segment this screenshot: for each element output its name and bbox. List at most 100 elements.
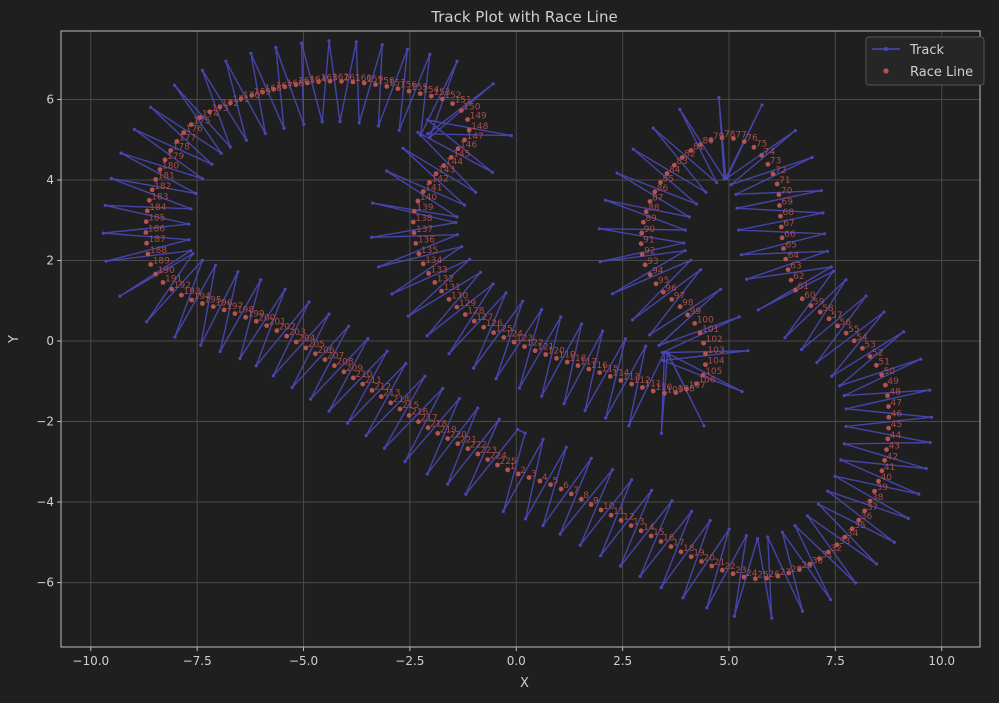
- race-line-point-label: 139: [416, 203, 433, 213]
- race-line-point-label: 100: [697, 315, 714, 325]
- track-point: [320, 120, 324, 124]
- race-line-point-label: 38: [872, 493, 884, 503]
- track-point: [218, 349, 222, 353]
- race-line-point-label: 203: [289, 328, 306, 338]
- race-line-point: [694, 381, 699, 387]
- race-line-point-label: 178: [173, 142, 190, 152]
- x-axis-ticks: −10.0 −7.5 −5.0 −2.5 0.0 2.5 5.0 7.5 10.0: [72, 647, 955, 668]
- race-line-point: [143, 230, 149, 235]
- race-line-point: [210, 304, 216, 309]
- race-line-point-label: 127: [476, 313, 493, 323]
- race-line-point-label: 125: [496, 325, 513, 335]
- track-point: [501, 509, 505, 514]
- x-tick-label: 0.0: [507, 654, 526, 668]
- race-line-point: [608, 512, 614, 518]
- legend-race-line-label: Race Line: [910, 65, 973, 80]
- race-line-point-label: 141: [425, 184, 442, 194]
- race-line-point: [817, 556, 822, 561]
- track-point: [397, 128, 401, 132]
- y-tick-label: −6: [36, 576, 54, 590]
- track-point: [924, 466, 928, 471]
- track-point: [354, 40, 358, 44]
- race-line-point: [217, 104, 223, 110]
- race-line-point: [271, 86, 277, 92]
- race-line-point-label: 130: [451, 291, 468, 301]
- race-line-point: [741, 574, 747, 580]
- track-point: [366, 337, 370, 341]
- race-line-point: [672, 162, 677, 168]
- race-line-point: [395, 86, 401, 92]
- race-line-point: [446, 296, 452, 302]
- race-line-point-label: 48: [890, 388, 902, 398]
- race-line-point: [826, 549, 831, 555]
- race-line-point: [415, 198, 421, 204]
- track-point: [825, 249, 830, 253]
- race-line-point: [153, 177, 159, 182]
- race-line-point: [548, 482, 553, 488]
- track-point: [274, 45, 278, 50]
- track-point: [735, 206, 739, 210]
- race-line-point: [197, 115, 203, 120]
- x-tick-label: 2.5: [613, 654, 632, 668]
- race-line-point: [445, 436, 451, 441]
- race-line-point-label: 108: [678, 385, 695, 395]
- track-point: [598, 260, 602, 264]
- race-line-point: [200, 301, 205, 306]
- race-line-point-label: 194: [194, 292, 211, 302]
- race-line-point: [145, 251, 151, 257]
- track-point: [494, 377, 498, 381]
- race-line-point: [458, 108, 464, 113]
- track-point: [902, 330, 906, 334]
- track-point: [219, 151, 223, 155]
- race-line-point-label: 49: [887, 377, 899, 387]
- track-point: [382, 446, 386, 450]
- race-line-point: [181, 130, 187, 136]
- race-line-point: [779, 235, 785, 241]
- track-point: [541, 437, 545, 442]
- track-point: [173, 83, 177, 87]
- race-line-point: [369, 388, 375, 393]
- race-line-point-label: 39: [877, 483, 889, 493]
- race-line-point-label: 185: [148, 214, 165, 224]
- race-line-point-label: 188: [150, 246, 167, 256]
- race-line-point: [522, 344, 527, 349]
- race-line-point: [647, 272, 653, 277]
- race-line-point: [673, 390, 679, 395]
- race-line-point: [253, 318, 259, 324]
- race-line-point: [454, 304, 460, 310]
- race-line-point: [835, 323, 840, 329]
- x-tick-label: 5.0: [719, 654, 738, 668]
- axes-frame: [60, 30, 981, 648]
- race-line-point-label: 181: [158, 172, 175, 182]
- race-line-point-label: 114: [612, 368, 629, 378]
- track-point: [702, 424, 706, 428]
- track-point: [704, 190, 708, 194]
- race-line-point-label: 201: [269, 318, 286, 328]
- race-line-point-label: 76: [746, 134, 758, 144]
- track-point: [419, 133, 423, 137]
- race-line-point: [788, 277, 794, 283]
- race-line-point-label: 169: [254, 87, 271, 97]
- race-line-point-label: 150: [463, 103, 480, 113]
- track-point: [929, 415, 934, 419]
- track-point: [578, 543, 582, 547]
- race-line-point: [169, 286, 175, 292]
- track-point: [770, 616, 774, 620]
- track-point: [831, 269, 835, 273]
- track-point: [760, 103, 764, 107]
- race-line-point: [765, 161, 771, 167]
- race-line-point-label: 64: [788, 251, 800, 261]
- race-line-point: [849, 526, 855, 532]
- track-point: [302, 122, 306, 126]
- track-point: [838, 384, 842, 388]
- track-point: [474, 190, 478, 194]
- race-line-point-label: 218: [430, 420, 447, 430]
- race-line-point: [751, 144, 757, 150]
- race-line-point-label: 66: [784, 230, 796, 240]
- race-line-point: [293, 82, 299, 88]
- race-line-point-label: 31: [821, 551, 832, 561]
- race-line-point-label: 151: [455, 96, 472, 106]
- track-point: [385, 169, 389, 173]
- race-line-point: [537, 478, 543, 484]
- race-line-point-label: 99: [690, 307, 702, 317]
